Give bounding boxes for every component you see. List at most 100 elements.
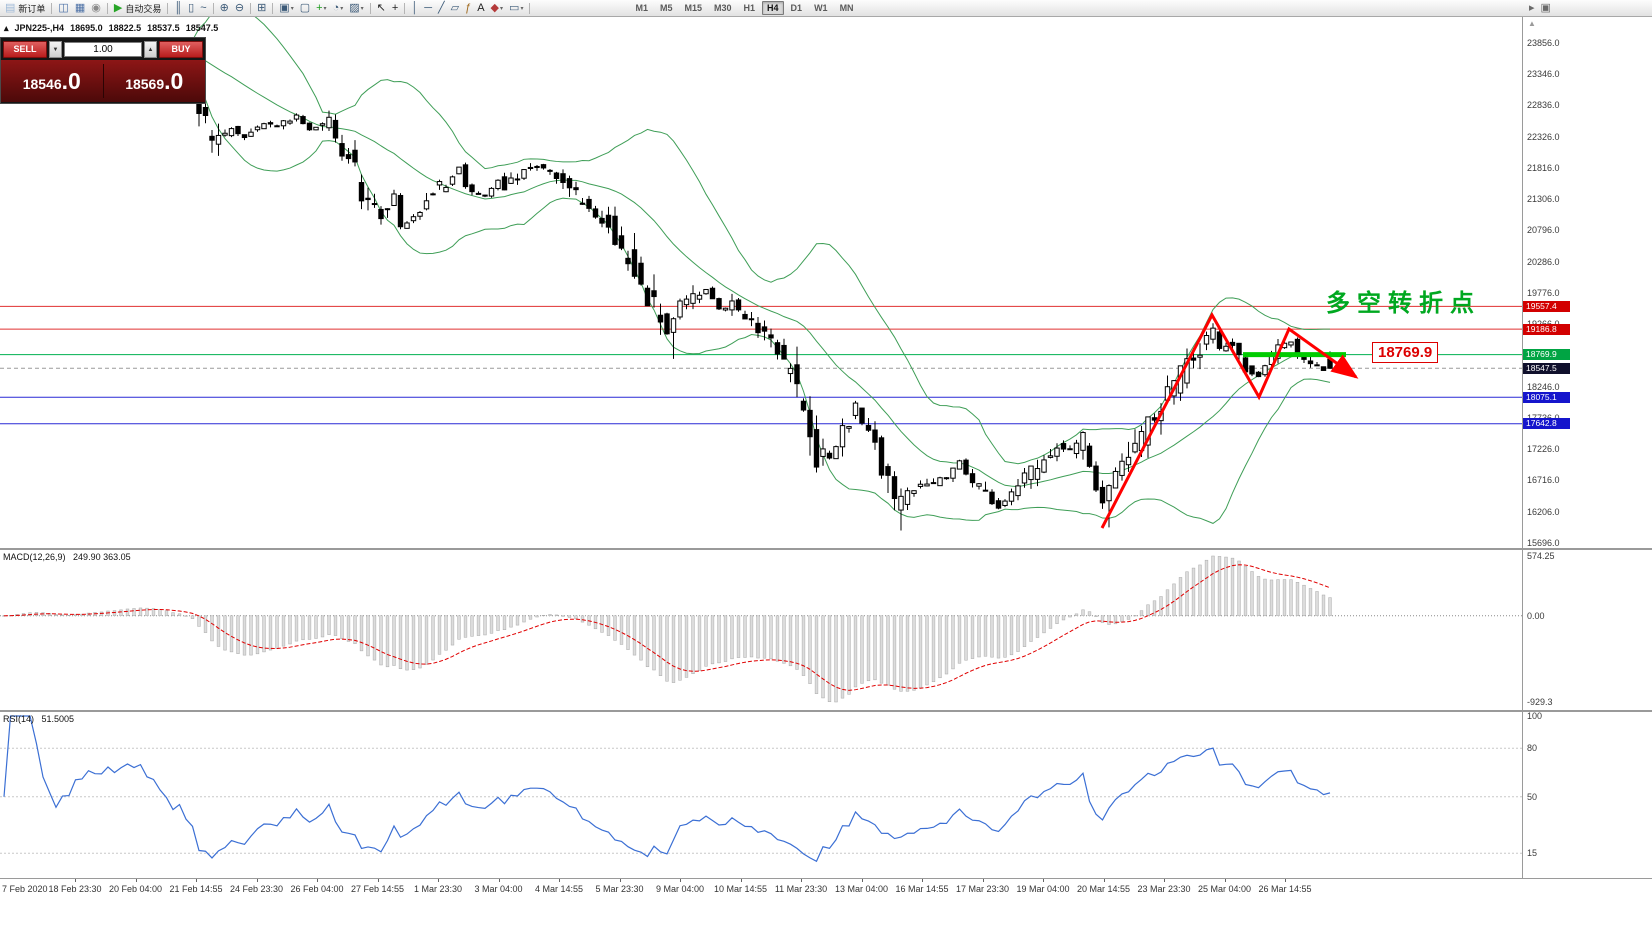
vertical-line-icon: │ bbox=[411, 2, 419, 14]
time-axis-label: 20 Mar 14:55 bbox=[1076, 884, 1131, 894]
arrow-objects-icon[interactable]: ◆ ▾ bbox=[488, 1, 506, 15]
timeframe-mn-button[interactable]: MN bbox=[839, 3, 854, 13]
new-chart-icon[interactable]: ▣ ▾ bbox=[276, 1, 296, 15]
scroll-to-end-icon[interactable]: ▸ bbox=[1526, 1, 1538, 15]
time-axis-tick bbox=[982, 879, 984, 882]
line-chart-icon[interactable]: ~ bbox=[197, 1, 209, 15]
timeframe-w1-button[interactable]: W1 bbox=[814, 3, 828, 13]
trendline-icon[interactable]: ╱ bbox=[435, 1, 448, 15]
time-axis-tick bbox=[619, 879, 621, 882]
dock-panel-icon[interactable]: ▣ bbox=[1538, 1, 1554, 15]
buy-button[interactable]: BUY bbox=[159, 41, 203, 58]
dropdown-arrow-icon: ▾ bbox=[520, 5, 524, 12]
toolbar-separator bbox=[106, 2, 108, 14]
trade-controls-row: SELL ▼ ▲ BUY bbox=[1, 38, 205, 59]
sell-button[interactable]: SELL bbox=[3, 41, 47, 58]
shapes-icon[interactable]: ▭ ▾ bbox=[506, 1, 526, 15]
time-axis-tick bbox=[317, 879, 318, 882]
one-click-toggle-icon[interactable]: ▴ bbox=[4, 23, 9, 33]
bar-chart-icon[interactable]: ║ bbox=[171, 1, 185, 15]
vertical-line-icon[interactable]: │ bbox=[408, 1, 421, 15]
cursor-icon[interactable]: ↖ bbox=[374, 1, 389, 15]
bar-chart-icon: ║ bbox=[174, 2, 183, 14]
horizontal-line-icon[interactable]: ─ bbox=[421, 1, 435, 15]
timeframe-m1-button[interactable]: M1 bbox=[635, 3, 648, 13]
tile-windows-icon: ⊞ bbox=[257, 2, 267, 14]
time-axis-label: 5 Mar 23:30 bbox=[595, 884, 644, 894]
new-chart-icon: ▣ bbox=[279, 2, 290, 14]
candlestick-chart[interactable] bbox=[0, 17, 1652, 548]
candlestick-chart-icon: ▯ bbox=[188, 2, 195, 14]
quote-high: 18822.5 bbox=[108, 23, 142, 33]
macd-chart[interactable] bbox=[0, 550, 1652, 710]
axis-separator bbox=[1522, 17, 1523, 878]
dock-panel-icon: ▣ bbox=[1540, 2, 1551, 14]
time-axis-tick bbox=[922, 879, 923, 882]
time-axis-label: 26 Mar 14:55 bbox=[1258, 884, 1312, 894]
dropdown-arrow-icon: ▾ bbox=[323, 5, 327, 12]
time-axis-label: 16 Mar 14:55 bbox=[895, 884, 949, 894]
chart-shift-icon[interactable]: ▢ bbox=[297, 1, 313, 15]
rsi-panel[interactable]: RSI(14) 51.5005 100 80 50 15 bbox=[0, 711, 1652, 878]
candlestick-chart-icon[interactable]: ▯ bbox=[185, 1, 197, 15]
auto-trading-button[interactable]: ▶ 自动交易 bbox=[111, 1, 164, 15]
crosshair-icon: + bbox=[391, 2, 399, 14]
add-indicator-icon[interactable]: + ▾ bbox=[313, 1, 329, 15]
toolbar-separator bbox=[167, 2, 169, 14]
macd-indicator-label: MACD(12,26,9) 249.90 363.05 bbox=[3, 552, 136, 562]
volume-input[interactable] bbox=[64, 42, 142, 57]
tile-windows-icon[interactable]: ⊞ bbox=[254, 1, 269, 15]
annotation-turning-point-text[interactable]: 多空转折点 bbox=[1326, 290, 1481, 317]
price-chart-panel[interactable]: ▴ JPN225-,H4 18695.0 18822.5 18537.5 185… bbox=[0, 17, 1652, 548]
timeframe-m15-button[interactable]: M15 bbox=[684, 3, 702, 13]
timeframe-d1-button[interactable]: D1 bbox=[790, 3, 803, 13]
sound-alert-icon[interactable]: ◉ bbox=[88, 1, 104, 15]
time-axis-tick bbox=[1043, 879, 1044, 882]
time-axis-tick bbox=[75, 879, 76, 882]
new-order-button[interactable]: ▤ 新订单 bbox=[2, 1, 48, 15]
time-axis-label: 21 Feb 14:55 bbox=[169, 884, 223, 894]
toolbar: ▤ 新订单 ◫ ▦ ◉ ▶ 自动交易 ║ ▯ ~ ⊕ ⊖ ⊞ ▣ ▾ ▢ + ▾ ◔ ▾ ▨ ▾ ↖ + │ ─ ╱ ▱ ƒ A ◆ ▾ ▭ ▾ M… bbox=[0, 0, 1652, 17]
period-icon[interactable]: ◔ ▾ bbox=[330, 1, 347, 15]
panel-divider[interactable] bbox=[0, 548, 1652, 550]
timeframe-m30-button[interactable]: M30 bbox=[714, 3, 732, 13]
dropdown-arrow-icon: ▾ bbox=[340, 5, 344, 12]
time-axis-tick bbox=[801, 879, 802, 882]
time-axis-label: 25 Mar 04:00 bbox=[1197, 884, 1252, 894]
toolbar-separator bbox=[529, 2, 531, 14]
templates-icon[interactable]: ▨ ▾ bbox=[346, 1, 366, 15]
time-axis-label: 10 Mar 14:55 bbox=[713, 884, 768, 894]
horizontal-line-icon: ─ bbox=[424, 2, 432, 14]
time-axis-label: 26 Feb 04:00 bbox=[290, 884, 344, 894]
zoom-out-icon[interactable]: ⊖ bbox=[232, 1, 247, 15]
macd-panel[interactable]: MACD(12,26,9) 249.90 363.05 574.25 0.00 -9… bbox=[0, 550, 1652, 710]
profiles-icon[interactable]: ▦ bbox=[72, 1, 88, 15]
volume-down-button[interactable]: ▼ bbox=[49, 41, 62, 58]
annotation-price-level-label[interactable]: 18769.9 bbox=[1372, 342, 1439, 363]
toolbar-spacer bbox=[533, 8, 629, 9]
charts-icon[interactable]: ◫ bbox=[55, 1, 71, 15]
zoom-in-icon[interactable]: ⊕ bbox=[217, 1, 232, 15]
fibonacci-icon[interactable]: ƒ bbox=[462, 1, 474, 15]
trade-prices-row: 18546.0 18569.0 bbox=[1, 60, 205, 102]
channel-icon[interactable]: ▱ bbox=[448, 1, 462, 15]
panel-divider[interactable] bbox=[0, 710, 1652, 712]
toolbar-separator bbox=[404, 2, 406, 14]
macd-name: MACD(12,26,9) bbox=[3, 552, 66, 562]
dropdown-arrow-icon: ▾ bbox=[500, 5, 504, 12]
timeframe-h1-button[interactable]: H1 bbox=[743, 3, 756, 13]
one-click-trading-panel: SELL ▼ ▲ BUY 18546.0 18569.0 bbox=[0, 37, 206, 104]
scroll-position-icon[interactable]: ▲ bbox=[1528, 19, 1536, 28]
time-axis[interactable]: 7 Feb 2020 18 Feb 23:30 20 Feb 04:00 21 Feb… bbox=[0, 878, 1652, 896]
quote-overlay: ▴ JPN225-,H4 18695.0 18822.5 18537.5 185… bbox=[4, 23, 224, 34]
toolbar-separator bbox=[250, 2, 252, 14]
time-axis-label: 4 Mar 14:55 bbox=[534, 884, 584, 894]
timeframe-h4-button[interactable]: H4 bbox=[762, 1, 784, 15]
timeframe-m5-button[interactable]: M5 bbox=[659, 3, 673, 13]
time-axis-label: 23 Mar 23:30 bbox=[1137, 884, 1191, 894]
quote-low: 18537.5 bbox=[147, 23, 180, 33]
volume-up-button[interactable]: ▲ bbox=[144, 41, 157, 58]
rsi-chart[interactable] bbox=[0, 712, 1652, 878]
text-label-icon[interactable]: A bbox=[474, 1, 487, 15]
crosshair-icon[interactable]: + bbox=[389, 1, 401, 15]
